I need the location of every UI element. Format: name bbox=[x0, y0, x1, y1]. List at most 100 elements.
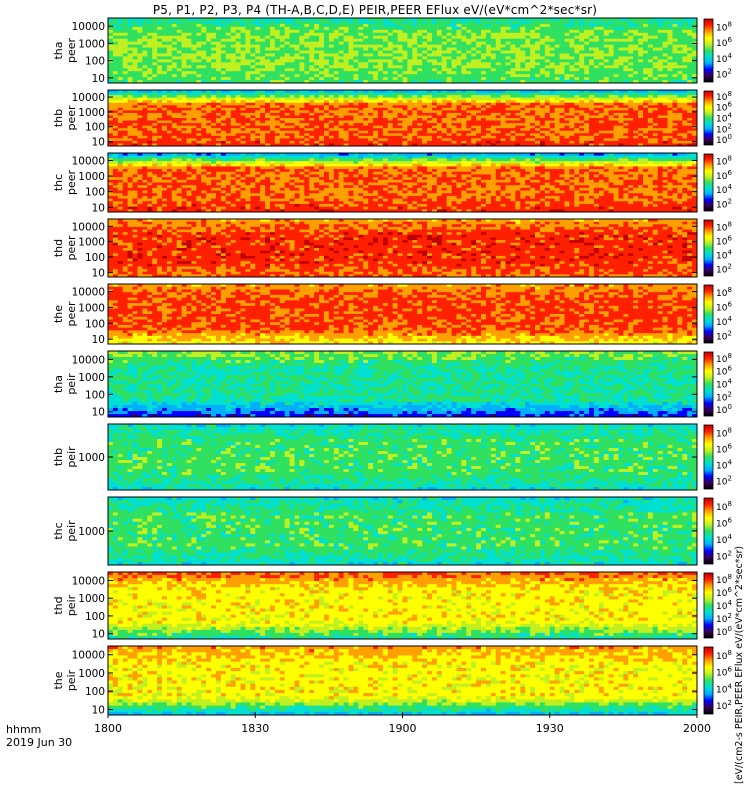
panel-thb-peir: thbpeir 108 106 104 102 bbox=[52, 424, 732, 490]
colorbar-tick-label: 100 bbox=[716, 625, 732, 638]
colorbar-tick-label: 104 bbox=[716, 315, 732, 328]
colorbar bbox=[704, 425, 713, 489]
panel-label: thepeer bbox=[52, 301, 78, 327]
colorbar-tick-label: 106 bbox=[716, 516, 732, 529]
x-tick-label: 2000 bbox=[683, 722, 711, 735]
colorbar-tick-label: 102 bbox=[716, 699, 732, 712]
colorbar bbox=[704, 647, 713, 714]
colorbar-tick-label: 106 bbox=[716, 169, 732, 182]
y-tick-label: 10000 bbox=[72, 650, 105, 662]
y-tick-label: 1000 bbox=[78, 668, 105, 680]
colorbar-tick-label: 108 bbox=[716, 500, 732, 513]
y-tick-label: 10 bbox=[92, 334, 105, 346]
y-tick-label: 1000 bbox=[78, 452, 105, 464]
y-tick-label: 1000 bbox=[78, 302, 105, 314]
y-tick-label: 1000 bbox=[78, 237, 105, 249]
colorbar-tick-label: 104 bbox=[716, 52, 732, 65]
y-tick-label: 1000 bbox=[78, 526, 105, 538]
colorbar-tick-label: 108 bbox=[716, 427, 732, 440]
y-tick-label: 10 bbox=[92, 73, 105, 85]
colorbar-tick-label: 108 bbox=[716, 352, 732, 365]
colorbar-tick-label: 102 bbox=[716, 390, 732, 403]
panel-thc-peir: thcpeir 108 106 104 102 bbox=[52, 497, 732, 565]
x-tick-label: 1930 bbox=[536, 722, 564, 735]
colorbar-tick-label: 102 bbox=[716, 197, 732, 210]
y-tick-label: 10000 bbox=[72, 575, 105, 587]
panel-tha-peer: thapeer 108 106 104 102 bbox=[52, 18, 732, 83]
y-tick-label: 100 bbox=[85, 252, 105, 264]
y-tick-label: 100 bbox=[85, 318, 105, 330]
colorbar-tick-label: 108 bbox=[716, 286, 732, 299]
y-tick-label: 100 bbox=[85, 686, 105, 698]
x-axis-label: hhmm bbox=[6, 723, 41, 736]
panel-label: thapeer bbox=[52, 38, 78, 64]
colorbar bbox=[704, 19, 713, 82]
panel-label: thepeir bbox=[52, 669, 78, 691]
colorbar-tick-label: 104 bbox=[716, 599, 732, 612]
colorbar-tick-label: 102 bbox=[716, 68, 732, 81]
colorbar-tick-label: 104 bbox=[716, 459, 732, 472]
colorbar-tick-label: 104 bbox=[716, 682, 732, 695]
y-tick-label: 10 bbox=[92, 705, 105, 717]
y-tick-label: 1000 bbox=[78, 593, 105, 605]
y-tick-label: 100 bbox=[85, 611, 105, 623]
panel-label: thapeir bbox=[52, 373, 78, 395]
colorbar-tick-label: 102 bbox=[716, 329, 732, 342]
colorbar-tick-label: 108 bbox=[716, 573, 732, 586]
colorbar-tick-label: 102 bbox=[716, 263, 732, 276]
y-tick-label: 10000 bbox=[72, 287, 105, 299]
colorbar-tick-label: 106 bbox=[716, 365, 732, 378]
colorbar bbox=[704, 498, 713, 564]
y-tick-label: 10000 bbox=[72, 155, 105, 167]
colorbar-tick-label: 100 bbox=[716, 403, 732, 416]
panel-label: thdpeir bbox=[52, 594, 78, 616]
panel-label: thcpeer bbox=[52, 170, 78, 196]
colorbar bbox=[704, 573, 713, 638]
y-tick-label: 1000 bbox=[78, 372, 105, 384]
colorbar bbox=[704, 352, 713, 416]
colorbar-tick-label: 108 bbox=[716, 221, 732, 234]
x-tick-label: 1900 bbox=[389, 722, 417, 735]
y-tick-label: 10 bbox=[92, 137, 105, 149]
panel-label: thcpeir bbox=[52, 520, 78, 542]
y-tick-label: 1000 bbox=[78, 107, 105, 119]
colorbar bbox=[704, 285, 713, 343]
colorbar-tick-label: 104 bbox=[716, 533, 732, 546]
colorbar-tick-label: 106 bbox=[716, 300, 732, 313]
colorbar-tick-label: 104 bbox=[716, 183, 732, 196]
x-tick-label: 1800 bbox=[94, 722, 122, 735]
y-tick-label: 100 bbox=[85, 187, 105, 199]
colorbar-tick-label: 108 bbox=[716, 649, 732, 662]
colorbar-tick-label: 102 bbox=[716, 475, 732, 488]
colorbar-unit-label: [eV/(cm2-s PEIR,PEER EFlux eV/(eV*cm^2*s… bbox=[734, 546, 745, 784]
panel-label: thbpeir bbox=[52, 446, 78, 468]
colorbar-tick-label: 108 bbox=[716, 20, 732, 33]
y-tick-label: 10000 bbox=[72, 92, 105, 104]
colorbar-tick-label: 106 bbox=[716, 235, 732, 248]
colorbar bbox=[704, 91, 713, 145]
colorbar-tick-label: 106 bbox=[716, 666, 732, 679]
y-tick-label: 10000 bbox=[72, 21, 105, 33]
panel-the-peir: thepeir 108 106 104 102 bbox=[52, 646, 732, 715]
panel-label: thbpeer bbox=[52, 105, 78, 131]
x-axis-date: 2019 Jun 30 bbox=[6, 736, 72, 749]
colorbar-tick-label: 106 bbox=[716, 443, 732, 456]
colorbar-tick-label: 102 bbox=[716, 549, 732, 562]
colorbar-tick-label: 106 bbox=[716, 586, 732, 599]
y-tick-label: 10000 bbox=[72, 354, 105, 366]
colorbar bbox=[704, 154, 713, 211]
colorbar-tick-label: 104 bbox=[716, 378, 732, 391]
y-tick-label: 10000 bbox=[72, 221, 105, 233]
panel-label: thdpeer bbox=[52, 235, 78, 261]
y-tick-label: 10 bbox=[92, 267, 105, 279]
colorbar-tick-label: 102 bbox=[716, 612, 732, 625]
colorbar-tick-label: 106 bbox=[716, 36, 732, 49]
y-tick-label: 100 bbox=[85, 389, 105, 401]
colorbar-tick-label: 104 bbox=[716, 249, 732, 262]
